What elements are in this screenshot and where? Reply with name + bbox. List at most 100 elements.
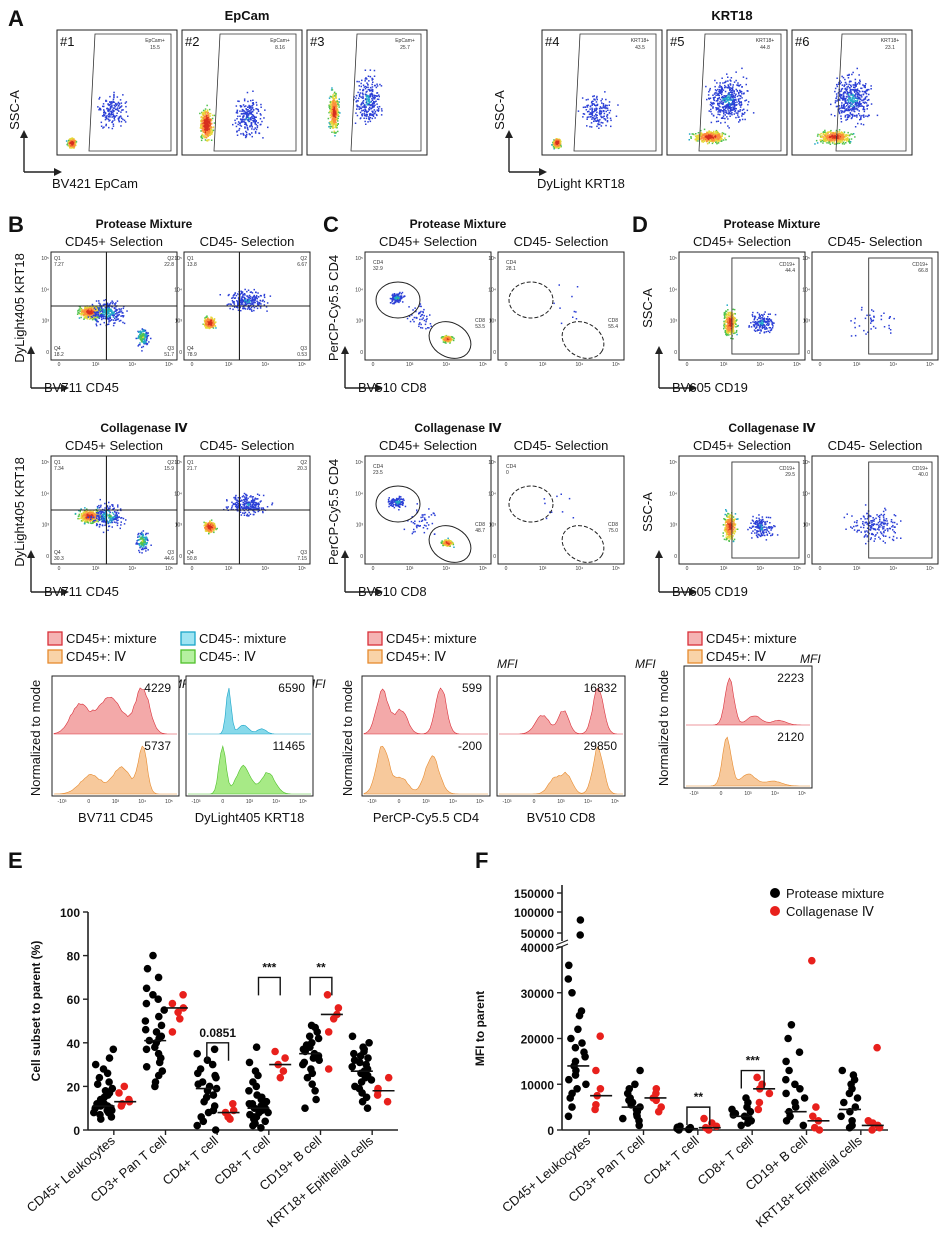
event-dot	[330, 105, 333, 108]
event-dot	[113, 95, 115, 97]
event-dot	[328, 111, 330, 114]
group-title: EpCam	[225, 8, 270, 23]
event-dot	[97, 313, 100, 316]
event-dot	[364, 87, 367, 90]
event-dot	[729, 113, 731, 115]
event-dot	[596, 114, 598, 117]
event-dot	[208, 322, 210, 324]
event-dot	[734, 101, 736, 104]
event-dot	[728, 92, 730, 94]
event-dot	[248, 302, 250, 304]
event-dot	[234, 122, 237, 124]
event-dot	[253, 116, 256, 118]
event-dot	[71, 147, 73, 149]
event-dot	[859, 80, 861, 83]
event-dot	[91, 316, 94, 319]
event-dot	[141, 337, 144, 340]
event-dot	[113, 101, 115, 103]
event-dot	[95, 323, 97, 325]
event-dot	[603, 112, 606, 115]
event-dot	[249, 110, 251, 112]
event-dot	[208, 319, 210, 321]
event-dot	[211, 316, 213, 319]
event-dot	[840, 96, 842, 98]
event-dot	[256, 126, 259, 129]
event-dot	[334, 113, 337, 115]
event-dot	[704, 137, 706, 140]
event-dot	[830, 103, 832, 106]
event-dot	[365, 100, 368, 102]
event-dot	[727, 113, 730, 115]
event-dot	[851, 110, 853, 112]
event-dot	[248, 120, 251, 122]
event-dot	[242, 307, 244, 310]
event-dot	[148, 341, 150, 343]
quadrant-name: Q2	[167, 256, 174, 262]
event-dot	[850, 138, 853, 140]
event-dot	[717, 133, 720, 135]
event-dot	[89, 311, 92, 314]
event-dot	[242, 110, 245, 112]
event-dot	[120, 105, 123, 107]
event-dot	[203, 122, 205, 124]
event-dot	[72, 143, 75, 145]
event-dot	[84, 317, 87, 319]
event-dot	[371, 92, 373, 95]
event-dot	[227, 303, 230, 305]
event-dot	[118, 119, 120, 122]
event-dot	[708, 130, 710, 132]
event-dot	[205, 325, 207, 328]
event-dot	[329, 110, 331, 113]
event-dot	[848, 102, 851, 105]
event-dot	[372, 103, 374, 106]
event-dot	[822, 137, 825, 140]
event-dot	[731, 92, 734, 94]
event-dot	[715, 134, 718, 136]
event-dot	[727, 76, 729, 78]
event-dot	[143, 342, 145, 344]
event-dot	[844, 98, 846, 100]
event-dot	[716, 138, 718, 140]
event-dot	[210, 123, 212, 125]
event-dot	[606, 120, 609, 123]
event-dot	[714, 130, 717, 133]
event-dot	[734, 105, 736, 108]
event-dot	[333, 103, 336, 105]
event-dot	[329, 104, 331, 106]
event-dot	[853, 110, 855, 112]
event-dot	[333, 110, 335, 112]
event-dot	[205, 136, 208, 139]
event-dot	[729, 104, 731, 107]
event-dot	[139, 334, 142, 337]
event-dot	[117, 109, 119, 111]
event-dot	[851, 113, 854, 116]
event-dot	[257, 304, 260, 306]
event-dot	[245, 115, 248, 118]
event-dot	[327, 117, 330, 120]
event-dot	[577, 110, 580, 112]
event-dot	[373, 106, 375, 108]
event-dot	[335, 95, 337, 97]
event-dot	[851, 73, 853, 76]
event-dot	[203, 136, 206, 139]
event-dot	[235, 125, 238, 128]
event-dot	[606, 117, 609, 119]
event-dot	[713, 102, 715, 105]
event-dot	[841, 75, 843, 78]
event-dot	[827, 132, 829, 135]
event-dot	[144, 334, 147, 337]
event-dot	[205, 131, 208, 133]
event-dot	[329, 107, 331, 110]
event-dot	[374, 117, 376, 119]
event-dot	[145, 333, 147, 336]
event-dot	[730, 94, 732, 96]
event-dot	[371, 95, 374, 98]
event-dot	[722, 115, 725, 117]
event-dot	[842, 99, 844, 101]
event-dot	[371, 117, 374, 120]
event-dot	[232, 123, 234, 126]
event-dot	[121, 109, 123, 111]
event-dot	[591, 112, 594, 114]
event-dot	[725, 95, 727, 97]
event-dot	[729, 88, 732, 91]
